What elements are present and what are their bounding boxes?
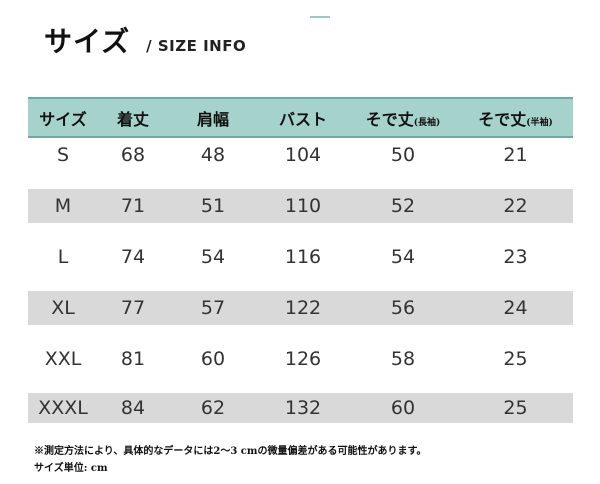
spacer-cell: [28, 325, 573, 342]
cell-sleeve-short: 22: [458, 189, 573, 223]
cell-bust: 116: [284, 246, 322, 268]
header-bust-label: バスト: [278, 109, 327, 129]
measurement-note: ※測定方法により、具体的なデータには2～3 cmの微量偏差がある可能性があります…: [34, 446, 427, 457]
header-size-label: サイズ: [39, 109, 87, 129]
header-shoulder: 肩幅: [168, 97, 258, 138]
cell-bust: 126: [284, 348, 322, 370]
size-table-body: S 68 48 104 50 21 M 71 51 110 52 22 L 74…: [28, 137, 573, 423]
row-spacer: [28, 376, 573, 393]
table-row: XXL 81 60 126 58 25: [28, 342, 573, 376]
row-spacer: [28, 274, 573, 291]
cell-sleeve-short: 24: [458, 291, 573, 325]
cell-sleeve-long: 58: [390, 348, 416, 370]
cell-sleeve-long: 60: [348, 393, 458, 423]
table-row: L 74 54 116 54 23: [28, 240, 573, 274]
cell-shoulder: 60: [200, 348, 226, 370]
header-sleeve-long-label: そで丈: [365, 109, 414, 129]
size-table-header: サイズ 着丈 肩幅 バスト そで丈(長袖) そで丈(半袖): [28, 97, 573, 138]
header-size: サイズ: [28, 97, 98, 138]
cell-size: S: [56, 144, 70, 166]
cell-sleeve-short: 25: [503, 348, 528, 370]
size-table: サイズ 着丈 肩幅 バスト そで丈(長袖) そで丈(半袖) S 68 48 10…: [28, 97, 573, 423]
header-sleeve-short-note: (半袖): [526, 117, 553, 128]
cell-length: 77: [98, 291, 168, 325]
row-spacer: [28, 325, 573, 342]
page-subtitle: / SIZE INFO: [146, 37, 247, 55]
spacer-cell: [28, 376, 573, 393]
spacer-cell: [28, 274, 573, 291]
cell-sleeve-short: 21: [503, 144, 528, 166]
cell-length: 81: [120, 348, 146, 370]
cell-sleeve-long: 54: [390, 246, 416, 268]
cell-shoulder: 54: [200, 246, 226, 268]
table-row: XXXL 84 62 132 60 25: [28, 393, 573, 423]
cell-sleeve-long: 50: [390, 144, 416, 166]
header-row: サイズ 着丈 肩幅 バスト そで丈(長袖) そで丈(半袖): [28, 97, 573, 138]
page-title-group: サイズ / SIZE INFO: [44, 20, 246, 60]
cell-shoulder: 57: [168, 291, 258, 325]
cell-sleeve-short: 25: [458, 393, 573, 423]
cell-bust: 110: [258, 189, 348, 223]
table-row: S 68 48 104 50 21: [28, 137, 573, 172]
page-title: サイズ: [44, 25, 131, 58]
table-row: M 71 51 110 52 22: [28, 189, 573, 223]
header-length: 着丈: [98, 97, 168, 138]
cell-length: 84: [98, 393, 168, 423]
cell-size: XL: [28, 291, 98, 325]
header-bust: バスト: [258, 97, 348, 138]
unit-note: サイズ単位: cm: [34, 463, 108, 474]
cell-size: L: [57, 246, 69, 268]
header-shoulder-label: 肩幅: [196, 109, 229, 129]
header-length-label: 着丈: [116, 109, 149, 129]
cell-sleeve-long: 52: [348, 189, 458, 223]
cell-bust: 122: [258, 291, 348, 325]
header-sleeve-long: そで丈(長袖): [348, 97, 458, 138]
cell-size: M: [28, 189, 98, 223]
cell-shoulder: 62: [168, 393, 258, 423]
cell-shoulder: 48: [200, 144, 226, 166]
table-row: XL 77 57 122 56 24: [28, 291, 573, 325]
cell-length: 71: [98, 189, 168, 223]
cell-size: XXL: [44, 348, 82, 370]
cell-size: XXXL: [28, 393, 98, 423]
notes: ※測定方法により、具体的なデータには2～3 cmの微量偏差がある可能性があります…: [34, 443, 426, 477]
cell-sleeve-short: 23: [503, 246, 528, 268]
spacer-cell: [28, 172, 573, 189]
cell-bust: 104: [284, 144, 322, 166]
row-spacer: [28, 172, 573, 189]
cell-shoulder: 51: [168, 189, 258, 223]
row-spacer: [28, 223, 573, 240]
header-sleeve-long-note: (長袖): [413, 117, 441, 128]
cell-length: 74: [120, 246, 146, 268]
cell-length: 68: [120, 144, 146, 166]
cell-sleeve-long: 56: [348, 291, 458, 325]
cell-bust: 132: [258, 393, 348, 423]
header-sleeve-short-label: そで丈: [478, 109, 527, 129]
title-decoration-line: [310, 16, 330, 18]
header-sleeve-short: そで丈(半袖): [458, 97, 573, 138]
spacer-cell: [28, 223, 573, 240]
